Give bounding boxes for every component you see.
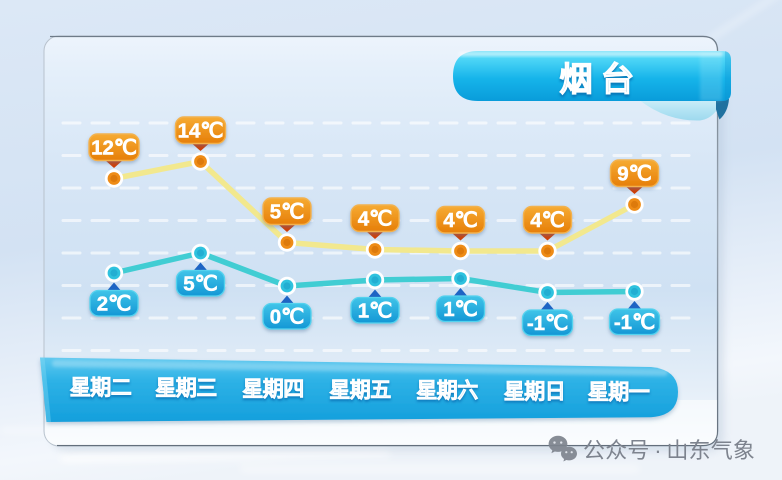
svg-text:14℃: 14℃ bbox=[178, 119, 224, 142]
svg-text:1℃: 1℃ bbox=[443, 298, 477, 321]
svg-text:星期五: 星期五 bbox=[329, 379, 391, 402]
svg-text:1℃: 1℃ bbox=[358, 299, 392, 322]
svg-text:5℃: 5℃ bbox=[270, 200, 304, 223]
svg-text:9℃: 9℃ bbox=[617, 162, 651, 185]
svg-text:星期二: 星期二 bbox=[70, 377, 132, 400]
svg-text:-1℃: -1℃ bbox=[614, 311, 655, 334]
svg-text:2℃: 2℃ bbox=[97, 292, 131, 315]
svg-text:0℃: 0℃ bbox=[270, 305, 304, 328]
svg-text:星期日: 星期日 bbox=[504, 380, 566, 403]
svg-text:4℃: 4℃ bbox=[358, 207, 392, 230]
svg-text:公众号 · 山东气象: 公众号 · 山东气象 bbox=[583, 438, 755, 463]
svg-text:-1℃: -1℃ bbox=[527, 312, 568, 335]
svg-text:星期三: 星期三 bbox=[155, 377, 217, 400]
svg-text:星期四: 星期四 bbox=[242, 378, 304, 401]
svg-text:12℃: 12℃ bbox=[91, 136, 137, 159]
svg-text:星期六: 星期六 bbox=[416, 380, 478, 403]
svg-text:4℃: 4℃ bbox=[443, 209, 477, 232]
svg-text:5℃: 5℃ bbox=[183, 272, 217, 295]
svg-text:4℃: 4℃ bbox=[530, 209, 564, 232]
svg-text:星期一: 星期一 bbox=[588, 381, 650, 404]
svg-text:烟台: 烟台 bbox=[560, 61, 643, 98]
